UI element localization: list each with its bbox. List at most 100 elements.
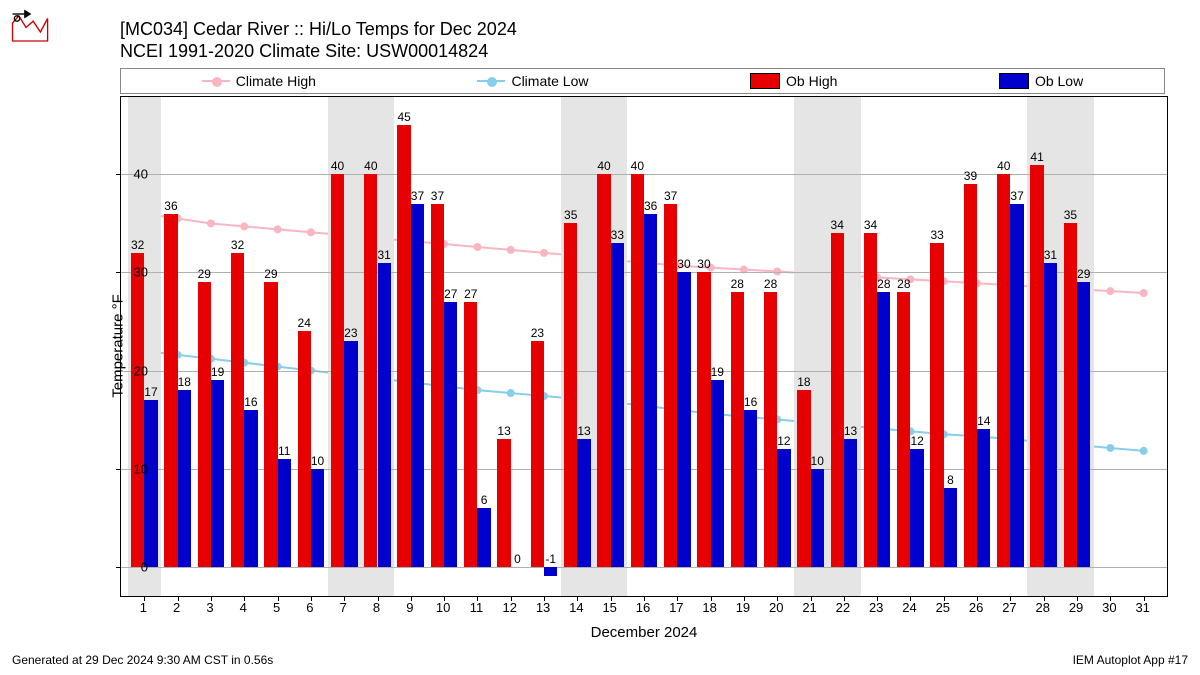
ob-high-bar-label: 29 xyxy=(264,267,277,281)
xtick-label: 11 xyxy=(470,600,484,615)
xtick-label: 25 xyxy=(936,600,950,615)
xtick-label: 8 xyxy=(373,600,380,615)
ob-high-bar xyxy=(531,341,544,566)
legend-label: Ob High xyxy=(786,73,837,89)
ob-high-bar-label: 18 xyxy=(797,375,810,389)
ob-high-bar-label: 41 xyxy=(1030,150,1043,164)
legend-climate-low: Climate Low xyxy=(477,73,588,89)
ob-low-bar-label: 17 xyxy=(144,385,157,399)
ob-high-bar xyxy=(764,292,777,567)
xtick-label: 30 xyxy=(1102,600,1116,615)
xtick-label: 21 xyxy=(802,600,816,615)
ob-low-bar-label: 13 xyxy=(577,424,590,438)
ob-low-bar xyxy=(311,469,324,567)
ob-low-bar-label: -1 xyxy=(545,552,556,566)
footer-app: IEM Autoplot App #17 xyxy=(1073,653,1188,667)
ob-low-bar xyxy=(711,380,724,566)
ob-high-bar-label: 24 xyxy=(298,316,311,330)
ob-high-bar-label: 37 xyxy=(664,189,677,203)
ob-low-bar xyxy=(977,429,990,566)
ytick-label: 10 xyxy=(134,461,148,476)
xtick-label: 18 xyxy=(702,600,716,615)
ob-high-bar xyxy=(298,331,311,566)
legend-label: Ob Low xyxy=(1035,73,1083,89)
xtick-label: 14 xyxy=(569,600,583,615)
xtick-label: 19 xyxy=(736,600,750,615)
xtick-label: 15 xyxy=(602,600,616,615)
xtick-label: 17 xyxy=(669,600,683,615)
climate-high-line-marker xyxy=(207,219,215,227)
ob-low-bar-label: 10 xyxy=(311,454,324,468)
climate-high-line-marker xyxy=(507,246,515,254)
legend-ob-low: Ob Low xyxy=(999,73,1083,89)
xtick-label: 2 xyxy=(173,600,180,615)
ob-high-bar xyxy=(631,174,644,566)
xtick-label: 10 xyxy=(436,600,450,615)
ob-high-bar-label: 32 xyxy=(131,238,144,252)
ob-low-bar xyxy=(811,469,824,567)
ob-high-bar xyxy=(1030,165,1043,567)
ob-high-bar xyxy=(997,174,1010,566)
ob-low-bar-label: 12 xyxy=(777,434,790,448)
ob-low-bar xyxy=(178,390,191,566)
ob-high-bar-label: 13 xyxy=(497,424,510,438)
ob-high-bar-label: 35 xyxy=(1064,208,1077,222)
ob-high-bar xyxy=(464,302,477,567)
ob-high-bar-label: 29 xyxy=(198,267,211,281)
xtick-label: 4 xyxy=(240,600,247,615)
xtick-label: 31 xyxy=(1135,600,1149,615)
ob-high-bar xyxy=(231,253,244,567)
ob-low-bar xyxy=(244,410,257,567)
ob-high-bar-label: 33 xyxy=(930,228,943,242)
ob-low-bar-label: 8 xyxy=(947,473,954,487)
ob-high-bar xyxy=(497,439,510,566)
xtick-label: 23 xyxy=(869,600,883,615)
ob-high-bar-label: 36 xyxy=(164,199,177,213)
ob-low-bar xyxy=(744,410,757,567)
ob-low-bar-label: 19 xyxy=(211,365,224,379)
xtick-label: 6 xyxy=(306,600,313,615)
ob-high-bar-label: 40 xyxy=(997,159,1010,173)
ob-high-bar xyxy=(431,204,444,567)
ytick-label: 20 xyxy=(134,363,148,378)
ob-low-bar-label: 31 xyxy=(377,248,390,262)
ob-low-bar-label: 28 xyxy=(877,277,890,291)
chart-title: [MC034] Cedar River :: Hi/Lo Temps for D… xyxy=(120,18,517,62)
legend-ob-high: Ob High xyxy=(750,73,837,89)
climate-low-line-marker xyxy=(1140,447,1148,455)
ob-high-bar-label: 28 xyxy=(764,277,777,291)
ob-low-bar xyxy=(877,292,890,567)
ob-low-bar xyxy=(944,488,957,566)
xtick-label: 9 xyxy=(406,600,413,615)
xtick-label: 28 xyxy=(1036,600,1050,615)
climate-low-line-marker xyxy=(1106,444,1114,452)
xtick-label: 29 xyxy=(1069,600,1083,615)
ob-high-bar-label: 32 xyxy=(231,238,244,252)
ytick-label: 0 xyxy=(141,559,148,574)
ob-low-bar xyxy=(1010,204,1023,567)
ob-low-bar-label: 16 xyxy=(244,395,257,409)
ob-high-bar-label: 30 xyxy=(697,257,710,271)
ob-high-bar xyxy=(597,174,610,566)
ob-high-bar xyxy=(264,282,277,566)
ob-high-bar xyxy=(198,282,211,566)
xtick-label: 16 xyxy=(636,600,650,615)
ob-low-bar-label: 0 xyxy=(514,552,521,566)
ob-high-bar xyxy=(397,125,410,566)
ob-low-bar-label: 37 xyxy=(1010,189,1023,203)
xtick-label: 26 xyxy=(969,600,983,615)
ob-high-bar-label: 45 xyxy=(397,110,410,124)
ob-low-bar-label: 30 xyxy=(677,257,690,271)
ob-low-bar xyxy=(544,567,557,577)
ob-low-bar-label: 13 xyxy=(844,424,857,438)
ob-low-bar-label: 10 xyxy=(811,454,824,468)
ob-high-bar-label: 40 xyxy=(364,159,377,173)
ob-low-bar xyxy=(378,263,391,567)
ob-high-bar xyxy=(964,184,977,566)
ob-high-bar-label: 39 xyxy=(964,169,977,183)
legend: Climate High Climate Low Ob High Ob Low xyxy=(120,68,1165,94)
ob-high-bar xyxy=(1064,223,1077,566)
climate-high-line-marker xyxy=(240,222,248,230)
ob-low-bar xyxy=(577,439,590,566)
ob-high-bar-label: 40 xyxy=(331,159,344,173)
